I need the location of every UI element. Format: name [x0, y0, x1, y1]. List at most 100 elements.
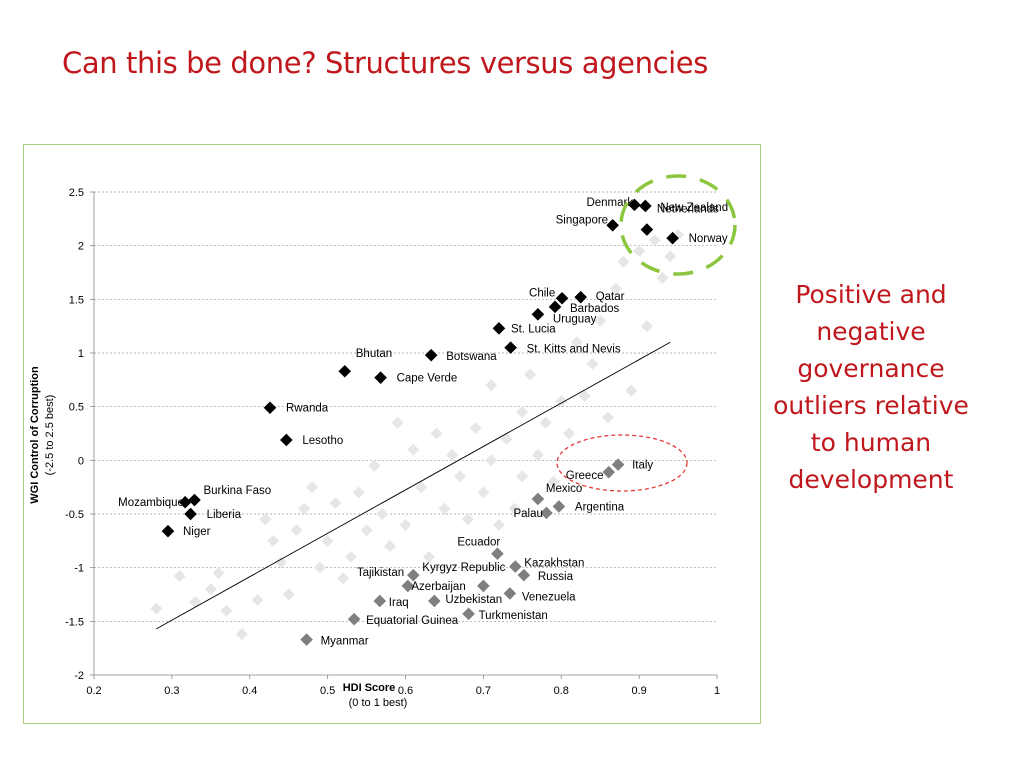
background-point: [570, 336, 583, 349]
point-equatorial-guinea: [347, 612, 361, 626]
point-st-kitts-and-nevis: [504, 341, 517, 354]
point-russia-label: Russia: [538, 571, 574, 583]
point-barbados: [548, 300, 562, 314]
point-palau-label: Palau: [513, 508, 542, 520]
point-burkina-faso: [188, 493, 201, 507]
x-axis-title: HDI Score: [343, 682, 396, 694]
point-singapore-label: Singapore: [556, 214, 608, 226]
background-point: [640, 320, 653, 333]
y-tick-label: -1.5: [65, 616, 84, 628]
point-lesotho-label: Lesotho: [302, 435, 343, 447]
point-tajikistan-label: Tajikistan: [357, 567, 404, 579]
y-tick-label: 0.5: [69, 402, 84, 414]
background-point: [438, 502, 451, 515]
y-tick-label: 1: [78, 348, 84, 360]
point-qatar-label: Qatar: [596, 291, 625, 303]
point-kyrgyz-republic: [406, 568, 420, 582]
background-point: [617, 255, 630, 268]
background-point: [360, 524, 373, 537]
point-kyrgyz-republic-label: Kyrgyz Republic: [422, 562, 505, 574]
background-point: [329, 497, 342, 510]
background-point: [531, 448, 544, 461]
point-norway-label: Norway: [689, 233, 728, 245]
point-myanmar: [300, 633, 313, 646]
point-italy: [611, 458, 625, 471]
point-kazakhstan-label: Kazakhstan: [524, 558, 584, 570]
point-mozambique: [178, 495, 192, 509]
x-tick-label: 0.4: [242, 685, 257, 697]
background-point: [337, 572, 350, 585]
background-point: [220, 604, 233, 617]
point-denmark-label: Denmark: [586, 197, 633, 209]
trend-line: [156, 341, 671, 630]
y-tick-label: 1.5: [69, 294, 84, 306]
point-cape-verde-label: Cape Verde: [397, 373, 458, 385]
background-point: [313, 561, 326, 574]
background-point: [415, 481, 428, 494]
point-mexico-label: Mexico: [546, 483, 582, 495]
background-point: [399, 518, 412, 531]
background-point: [485, 379, 498, 392]
point-palau: [540, 506, 553, 520]
point-barbados-label: Barbados: [570, 303, 619, 315]
background-point: [601, 411, 614, 424]
background-point: [321, 534, 334, 547]
background-point: [430, 427, 443, 440]
background-point: [212, 567, 225, 580]
x-tick-label: 1: [714, 685, 720, 697]
point-bhutan: [338, 364, 352, 378]
y-axis-title: WGI Control of Corruption: [29, 366, 41, 504]
chart-svg: -2 -1.5 -1 -0.5 0 0.5 1 1.5 2 2.5 0.2 0.3 0.4 0.5 0.6 0…: [29, 174, 737, 709]
positive-outlier-points: [161, 198, 679, 538]
background-point: [407, 443, 420, 456]
point-argentina-label: Argentina: [575, 501, 625, 513]
axis-layer: -2 -1.5 -1 -0.5 0 0.5 1 1.5 2 2.5 0.2 0.3 0.4 0.5 0.6 0…: [65, 187, 720, 697]
background-point: [563, 427, 576, 440]
x-tick-label: 0.6: [398, 685, 413, 697]
point-equatorial-guinea-label: Equatorial Guinea: [366, 615, 459, 627]
point-mexico: [531, 492, 545, 506]
point-venezuela-label: Venezuela: [522, 591, 576, 603]
background-point: [298, 502, 311, 515]
point-netherlands-label: Netherlands: [657, 204, 719, 216]
background-points: [150, 228, 685, 641]
background-point: [609, 282, 622, 295]
point-qatar: [574, 290, 588, 304]
point-botswana: [424, 348, 438, 362]
point-st-lucia-label: St. Lucia: [511, 323, 556, 335]
point-new-zealand-label: New Zealand: [660, 202, 728, 214]
point-chile: [555, 291, 569, 305]
point-bhutan-label: Bhutan: [356, 348, 392, 360]
background-point: [516, 406, 529, 419]
background-point: [391, 416, 404, 429]
x-tick-label: 0.7: [476, 685, 491, 697]
background-point: [539, 416, 552, 429]
y-tick-label: -1: [74, 563, 84, 575]
point-botswana-label: Botswana: [446, 351, 497, 363]
point-ecuador: [491, 547, 504, 561]
background-point: [422, 550, 435, 563]
background-point: [633, 245, 646, 258]
point-ecuador-label: Ecuador: [457, 537, 500, 549]
point-kazakhstan: [509, 560, 522, 573]
background-point: [274, 556, 287, 569]
background-point: [306, 481, 319, 494]
point-rwanda-label: Rwanda: [286, 403, 329, 415]
point-cape-verde: [374, 371, 387, 384]
background-point: [290, 524, 303, 537]
background-point: [267, 534, 280, 547]
point-tajikistan: [401, 579, 415, 593]
background-point: [150, 602, 163, 615]
point-myanmar-label: Myanmar: [321, 636, 369, 648]
slide-title: Can this be done? Structures versus agen…: [62, 46, 708, 80]
point-liberia-label: Liberia: [207, 509, 242, 521]
x-tick-label: 0.5: [320, 685, 335, 697]
background-point: [485, 454, 498, 467]
point-italy-label: Italy: [632, 460, 653, 472]
y-tick-label: -0.5: [65, 509, 84, 521]
point-uzbekistan: [428, 594, 441, 608]
point-iraq-label: Iraq: [389, 597, 409, 609]
background-point: [508, 502, 521, 515]
point-turkmenistan: [462, 607, 475, 621]
negative-outliers-circle: [556, 434, 688, 492]
